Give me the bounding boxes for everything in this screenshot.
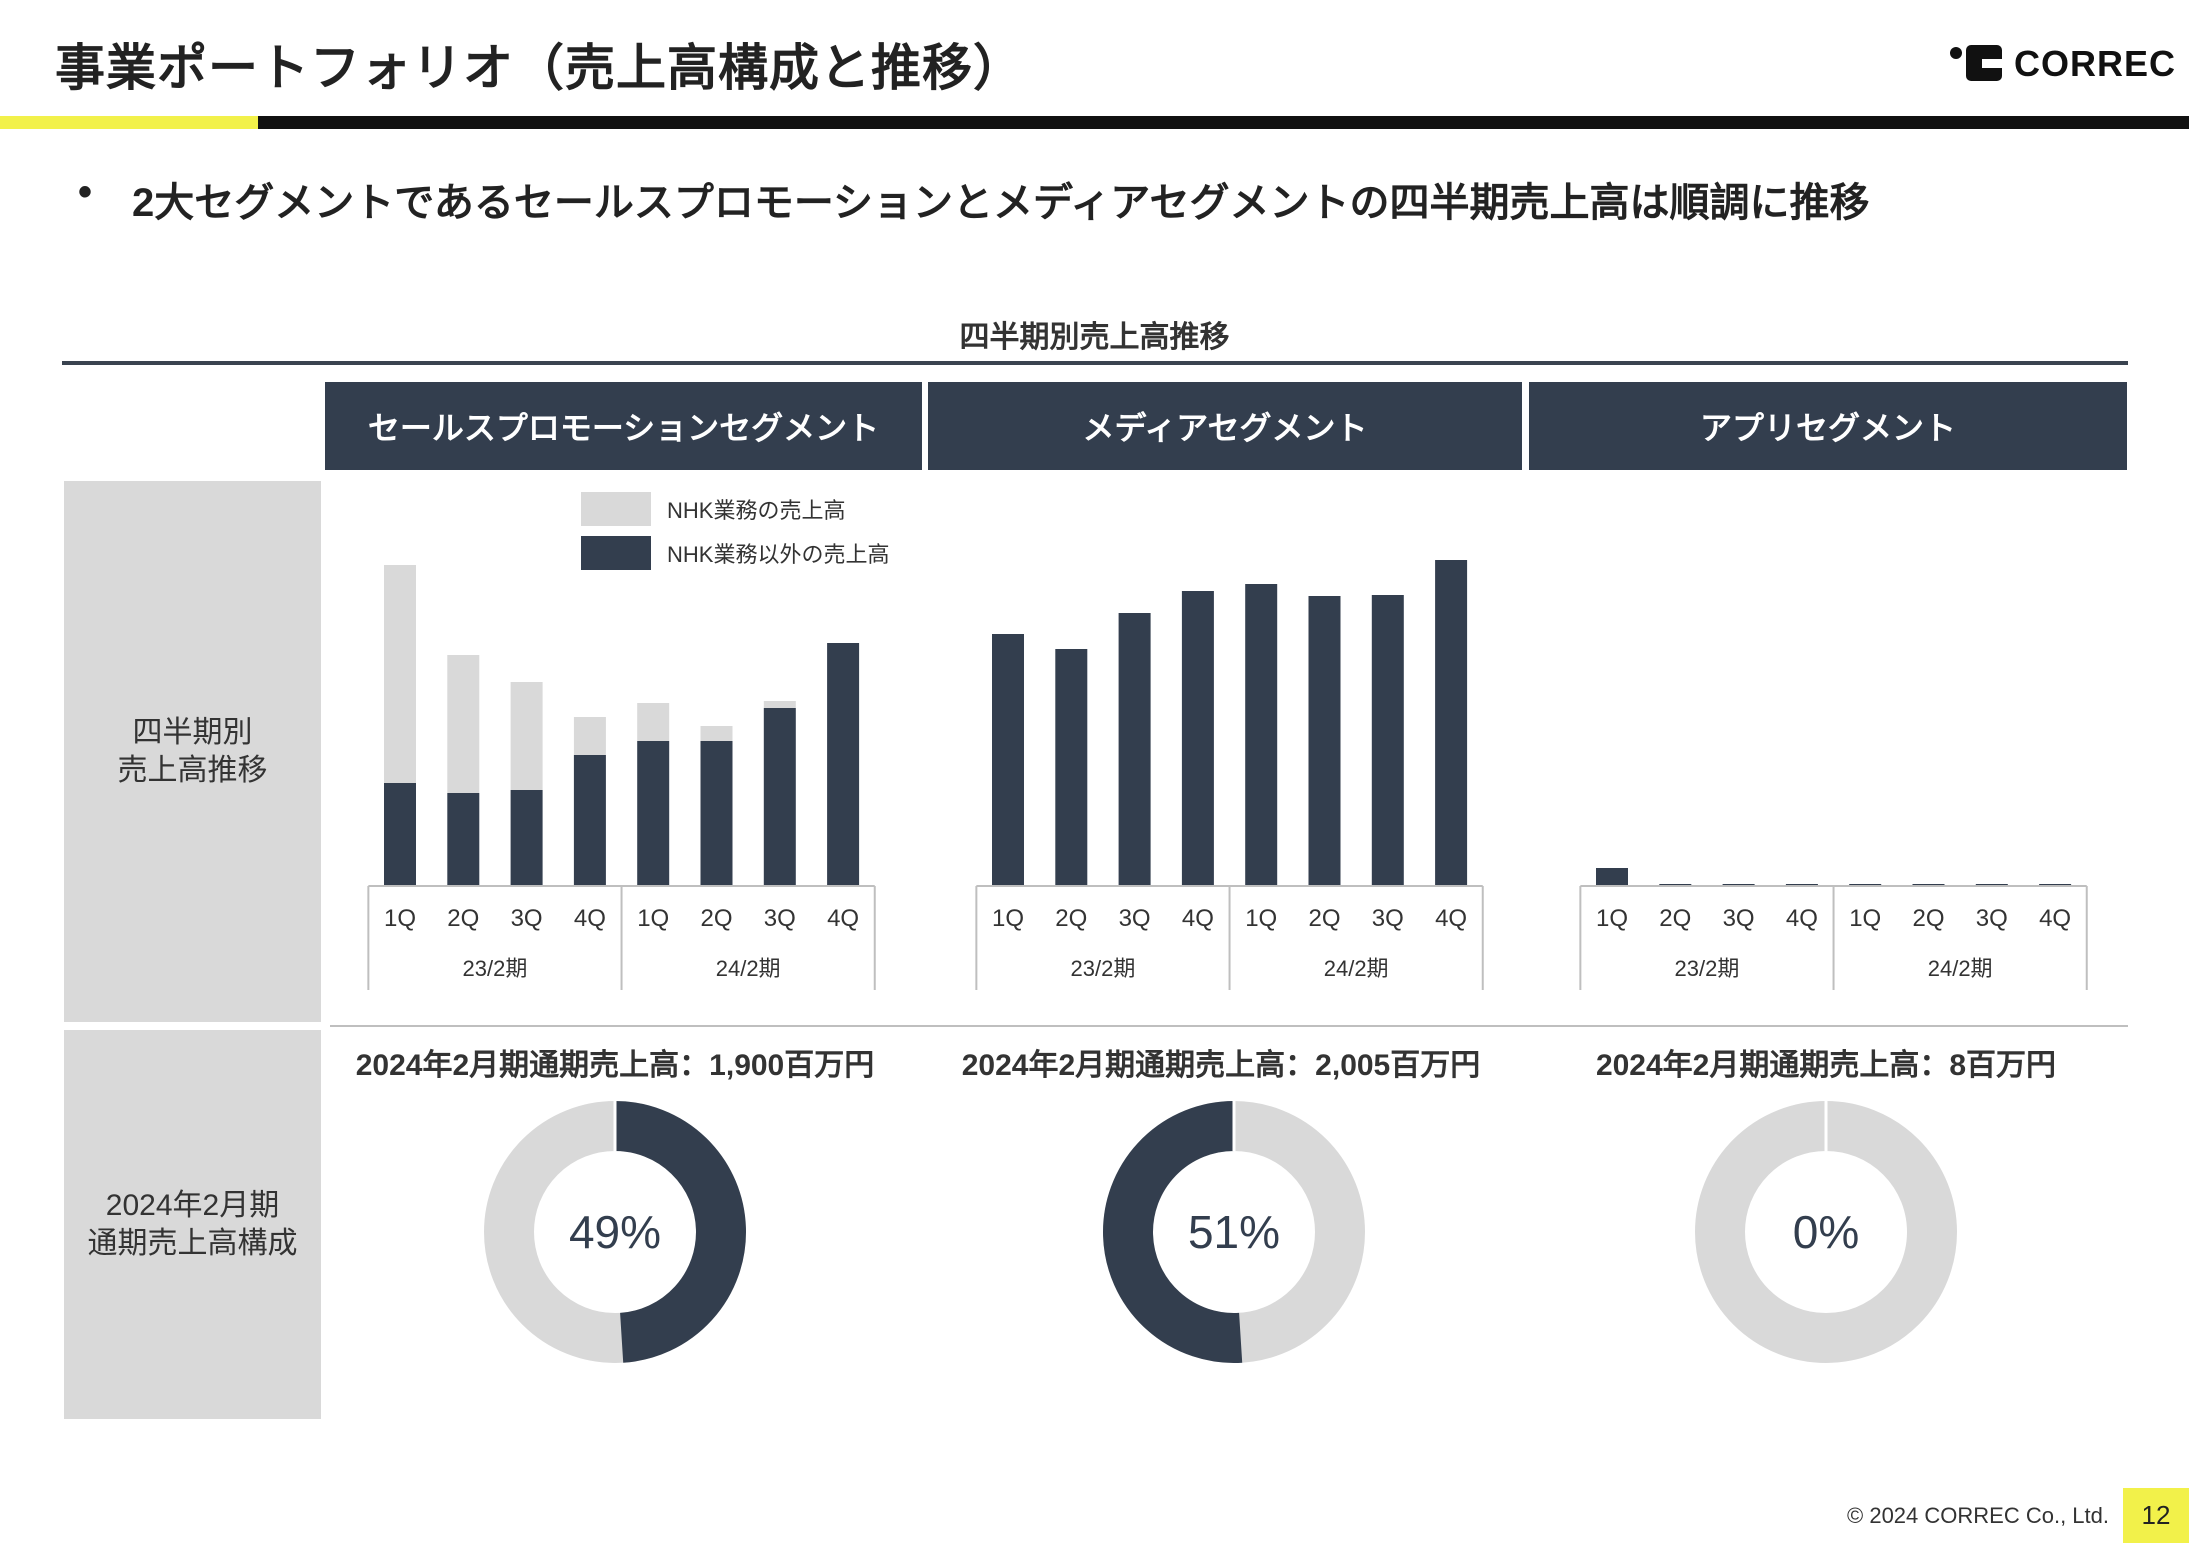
bar-media-main-5 xyxy=(1245,584,1278,886)
donut-chart-app: 0% xyxy=(1695,1101,1957,1363)
segment-header-app: アプリセグメント xyxy=(1529,382,2127,470)
tick-label-3: 3Q xyxy=(511,905,543,932)
period-label-2: 24/2期 xyxy=(1324,956,1389,981)
page-number: 12 xyxy=(2123,1488,2189,1543)
bar-chart-app: 1Q 2Q 3Q 4Q 1Q 2Q 3Q 4Q 23/2期 24/2期 xyxy=(1579,868,2088,990)
bar-sales-promotion-nhk-2 xyxy=(447,655,480,793)
tick-label-5: 1Q xyxy=(1245,905,1277,932)
tick-label-8: 4Q xyxy=(827,905,859,932)
row-label-quarterly-line2: 売上高推移 xyxy=(117,753,268,787)
row-label-annual-line2: 通期売上高構成 xyxy=(87,1226,298,1260)
row-label-quarterly-line1: 四半期別 xyxy=(132,715,253,749)
donut-segment-share xyxy=(1103,1101,1243,1363)
row-divider xyxy=(330,1025,2128,1027)
bar-media-main-1 xyxy=(992,634,1024,886)
donut-share-label: 49% xyxy=(569,1206,661,1258)
tick-label-4: 4Q xyxy=(1786,905,1818,932)
segment-header-sales-promotion: セールスプロモーションセグメント xyxy=(325,382,922,470)
tick-label-3: 3Q xyxy=(1723,905,1755,932)
bar-sales-promotion-nhk-3 xyxy=(510,682,543,790)
logo-text: CORREC xyxy=(2014,43,2177,84)
tick-label-6: 2Q xyxy=(1308,905,1340,932)
tick-label-5: 1Q xyxy=(637,905,669,932)
donut-chart-sales-promotion: 49% xyxy=(484,1101,746,1363)
footer-copyright: © 2024 CORREC Co., Ltd. xyxy=(1847,1503,2109,1528)
annual-sales-label-media: 2024年2月期通期売上高：2,005百万円 xyxy=(961,1049,1481,1082)
bar-sales-promotion-main-4 xyxy=(573,755,606,886)
period-label-1: 23/2期 xyxy=(463,956,528,981)
summary-bullet: • 2大セグメントであるセールスプロモーションとメディアセグメントの四半期売上高… xyxy=(78,170,1869,228)
period-label-1: 23/2期 xyxy=(1071,956,1136,981)
tick-label-3: 3Q xyxy=(1119,905,1151,932)
annual-sales-label-sales-promotion: 2024年2月期通期売上高：1,900百万円 xyxy=(355,1049,875,1082)
tick-label-2: 2Q xyxy=(1055,905,1087,932)
tick-label-1: 1Q xyxy=(992,905,1024,932)
row-label-quarterly: 四半期別 売上高推移 xyxy=(64,481,321,1022)
section-title: 四半期別売上高推移 xyxy=(959,321,1230,354)
page-title: 事業ポートフォリオ（売上高構成と推移） xyxy=(55,40,1024,96)
segment-header-media: メディアセグメント xyxy=(928,382,1522,470)
row-label-annual: 2024年2月期 通期売上高構成 xyxy=(64,1030,321,1419)
period-label-1: 23/2期 xyxy=(1675,956,1740,981)
donut-segment-share xyxy=(614,1101,746,1363)
bar-sales-promotion-main-8 xyxy=(827,643,860,886)
bar-media-main-3 xyxy=(1118,613,1151,886)
tick-label-8: 4Q xyxy=(1435,905,1467,932)
bar-sales-promotion-main-2 xyxy=(447,793,480,886)
tick-label-6: 2Q xyxy=(700,905,732,932)
bullet-text: 2大セグメントであるセールスプロモーションとメディアセグメントの四半期売上高は順… xyxy=(132,181,1870,225)
title-rule xyxy=(258,116,2189,129)
tick-label-4: 4Q xyxy=(574,905,606,932)
period-label-2: 24/2期 xyxy=(1928,956,1993,981)
section-rule xyxy=(62,361,2128,365)
row-label-annual-line1: 2024年2月期 xyxy=(105,1188,280,1222)
bar-sales-promotion-nhk-4 xyxy=(573,717,606,755)
bar-sales-promotion-nhk-7 xyxy=(763,701,796,708)
bar-media-main-6 xyxy=(1308,596,1341,886)
bar-media-main-4 xyxy=(1181,591,1214,886)
bar-chart-media: 1Q 2Q 3Q 4Q 1Q 2Q 3Q 4Q 23/2期 24/2期 xyxy=(975,560,1484,990)
bar-sales-promotion-main-5 xyxy=(637,741,670,886)
donut-share-label: 51% xyxy=(1188,1206,1280,1258)
bar-sales-promotion-nhk-1 xyxy=(384,565,416,783)
bullet-marker: • xyxy=(78,170,93,214)
tick-label-6: 2Q xyxy=(1912,905,1944,932)
bar-media-main-2 xyxy=(1055,649,1088,886)
bar-app-main-1 xyxy=(1596,868,1628,886)
tick-label-2: 2Q xyxy=(447,905,479,932)
period-label-2: 24/2期 xyxy=(716,956,781,981)
bar-chart-sales-promotion: 1Q 2Q 3Q 4Q 1Q 2Q 3Q 4Q 23/2期 24/2期 xyxy=(367,565,876,990)
bar-sales-promotion-nhk-6 xyxy=(700,726,733,741)
tick-label-5: 1Q xyxy=(1849,905,1881,932)
legend-label-non-nhk: NHK業務以外の売上高 xyxy=(667,542,890,567)
legend-label-nhk: NHK業務の売上高 xyxy=(667,498,846,523)
bar-sales-promotion-main-6 xyxy=(700,741,733,886)
bar-media-main-7 xyxy=(1371,595,1404,886)
donut-chart-media: 51% xyxy=(1103,1101,1365,1363)
tick-label-2: 2Q xyxy=(1659,905,1691,932)
tick-label-8: 4Q xyxy=(2039,905,2071,932)
legend-swatch-nhk xyxy=(581,492,651,526)
bar-sales-promotion-main-3 xyxy=(510,790,543,886)
bar-sales-promotion-nhk-5 xyxy=(637,703,670,741)
tick-label-7: 3Q xyxy=(764,905,796,932)
bar-media-main-8 xyxy=(1435,560,1468,886)
tick-label-7: 3Q xyxy=(1976,905,2008,932)
correc-logo-icon xyxy=(1950,45,2004,83)
tick-label-7: 3Q xyxy=(1372,905,1404,932)
bar-sales-promotion-main-1 xyxy=(384,783,416,886)
bar-sales-promotion-main-7 xyxy=(763,708,796,886)
donut-share-label: 0% xyxy=(1793,1206,1859,1258)
title-rule-accent xyxy=(0,116,258,129)
company-logo: CORREC xyxy=(1950,43,2176,85)
tick-label-1: 1Q xyxy=(1596,905,1628,932)
legend-swatch-non-nhk xyxy=(581,536,651,570)
tick-label-4: 4Q xyxy=(1182,905,1214,932)
tick-label-1: 1Q xyxy=(384,905,416,932)
annual-sales-label-app: 2024年2月期通期売上高：8百万円 xyxy=(1595,1049,2057,1082)
